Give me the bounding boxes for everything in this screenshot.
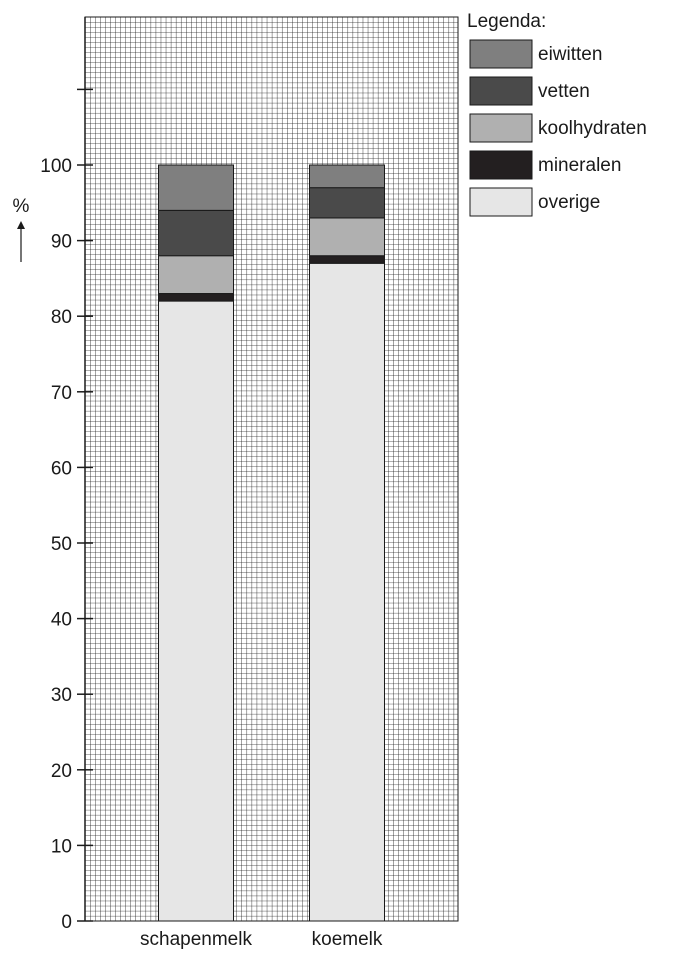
bar-segment-overige — [309, 262, 385, 922]
legend-label: vetten — [538, 81, 590, 102]
y-tick-label: 80 — [51, 307, 72, 328]
legend-label: mineralen — [538, 155, 621, 176]
y-axis-label: % — [13, 196, 30, 217]
y-tick-label: 40 — [51, 610, 72, 631]
bar-segment-overige — [158, 300, 234, 922]
legend-swatch — [469, 113, 533, 143]
y-tick-label: 0 — [61, 912, 72, 933]
bar-segment-koolhydraten — [158, 255, 234, 295]
y-tick-label: 20 — [51, 761, 72, 782]
legend-label: koolhydraten — [538, 118, 647, 139]
grid-background — [84, 16, 459, 922]
bar-segment-vetten — [158, 209, 234, 257]
legend-item-mineralen: mineralen — [469, 150, 621, 180]
legend-label: overige — [538, 192, 600, 213]
up-arrow-head-icon — [17, 221, 25, 229]
legend-label: eiwitten — [538, 44, 602, 65]
x-tick-label: koemelk — [312, 929, 383, 949]
legend-swatch — [469, 39, 533, 69]
y-tick-label: 10 — [51, 836, 72, 857]
y-tick-label: 70 — [51, 383, 72, 404]
y-tick-label: 50 — [51, 534, 72, 555]
bar-segment-eiwitten — [158, 164, 234, 211]
legend-item-overige: overige — [469, 187, 600, 217]
y-tick-label: 100 — [40, 156, 72, 177]
bar-stack-schapenmelk — [158, 164, 234, 922]
legend-title: Legenda: — [467, 11, 546, 32]
legend-item-koolhydraten: koolhydraten — [469, 113, 647, 143]
bar-segment-mineralen — [158, 293, 234, 302]
y-tick-label: 90 — [51, 232, 72, 253]
legend-swatch — [469, 76, 533, 106]
legend-swatch — [469, 187, 533, 217]
bar-segment-koolhydraten — [309, 217, 385, 257]
y-tick-label: 30 — [51, 685, 72, 706]
bar-segment-mineralen — [309, 255, 385, 264]
x-tick-label: schapenmelk — [140, 929, 252, 949]
bar-stack-koemelk — [309, 164, 385, 922]
bar-segment-vetten — [309, 187, 385, 219]
legend-swatch — [469, 150, 533, 180]
legend-item-vetten: vetten — [469, 76, 590, 106]
y-tick-label: 60 — [51, 458, 72, 479]
bar-segment-eiwitten — [309, 164, 385, 189]
legend-item-eiwitten: eiwitten — [469, 39, 602, 69]
